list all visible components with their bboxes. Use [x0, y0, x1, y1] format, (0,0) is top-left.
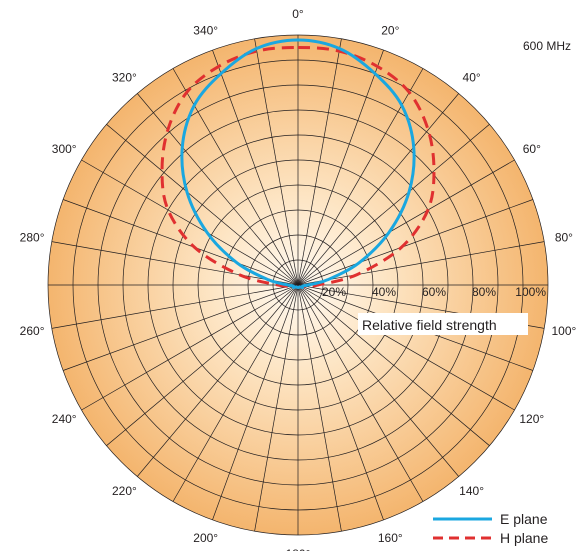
grid-spoke — [297, 199, 534, 286]
grid-spoke — [297, 159, 515, 286]
grid-spoke — [51, 241, 299, 286]
angle-tick-label: 300° — [52, 142, 77, 156]
grid-spoke — [254, 38, 299, 286]
angle-tick-label: 320° — [112, 70, 137, 84]
angle-tick-label: 140° — [459, 484, 484, 498]
angle-tick-label: 160° — [378, 531, 403, 545]
angle-tick-label: 260° — [20, 324, 45, 338]
grid-spoke — [172, 284, 299, 502]
legend-label-h-plane: H plane — [500, 530, 548, 546]
grid-spoke — [297, 93, 459, 286]
angle-tick-label: 200° — [193, 531, 218, 545]
radial-axis-label: Relative field strength — [362, 317, 497, 333]
radial-tick-label: 20% — [322, 285, 346, 299]
axis-labels: 0° 20° 40° 60° 80° 100° 120° 140° 160° 180° 200° 22… — [20, 7, 576, 551]
grid-spoke — [297, 284, 459, 477]
radial-tick-label: 80% — [472, 285, 496, 299]
legend: E plane H plane — [433, 511, 548, 546]
grid-spoke — [297, 38, 342, 286]
grid-spoke — [137, 284, 299, 477]
grid-spoke — [212, 49, 299, 286]
grid-spoke — [51, 284, 299, 329]
angle-tick-label: 120° — [519, 412, 544, 426]
legend-label-e-plane: E plane — [500, 511, 548, 527]
grid-spoke — [297, 49, 384, 286]
angle-tick-label: 100° — [551, 324, 576, 338]
grid-spoke — [297, 124, 490, 286]
grid-spoke — [212, 284, 299, 521]
grid-spoke — [81, 284, 299, 411]
series-e-plane — [180, 38, 416, 289]
polar-grid — [47, 34, 549, 536]
angle-tick-label: 280° — [20, 230, 45, 244]
radial-tick-label: 60% — [422, 285, 446, 299]
radial-tick-label: 100% — [515, 285, 546, 299]
radial-tick-label: 40% — [372, 285, 396, 299]
angle-tick-label: 40° — [463, 70, 481, 84]
radial-axis-label-background — [358, 313, 528, 335]
grid-spoke — [297, 284, 384, 521]
grid-spoke — [106, 284, 299, 446]
angle-tick-label: 20° — [381, 23, 399, 37]
grid-spoke — [62, 284, 299, 371]
angle-tick-label: 180° — [286, 547, 311, 551]
grid-spoke — [297, 284, 342, 532]
angle-tick-label: 60° — [523, 142, 541, 156]
grid-spoke — [254, 284, 299, 532]
grid-spoke — [297, 284, 424, 502]
grid-spoke — [106, 124, 299, 286]
grid-spoke — [297, 284, 490, 446]
grid-spoke — [297, 241, 545, 286]
frequency-label: 600 MHz — [523, 39, 571, 53]
series-layer — [160, 38, 436, 290]
grid-spoke — [137, 93, 299, 286]
grid-spoke — [81, 159, 299, 286]
angle-tick-label: 80° — [555, 230, 573, 244]
grid-spoke — [62, 199, 299, 286]
grid-spoke — [297, 284, 515, 411]
angle-tick-label: 240° — [52, 412, 77, 426]
angle-tick-label: 0° — [292, 7, 304, 21]
angle-tick-label: 220° — [112, 484, 137, 498]
angle-tick-label: 340° — [193, 23, 218, 37]
